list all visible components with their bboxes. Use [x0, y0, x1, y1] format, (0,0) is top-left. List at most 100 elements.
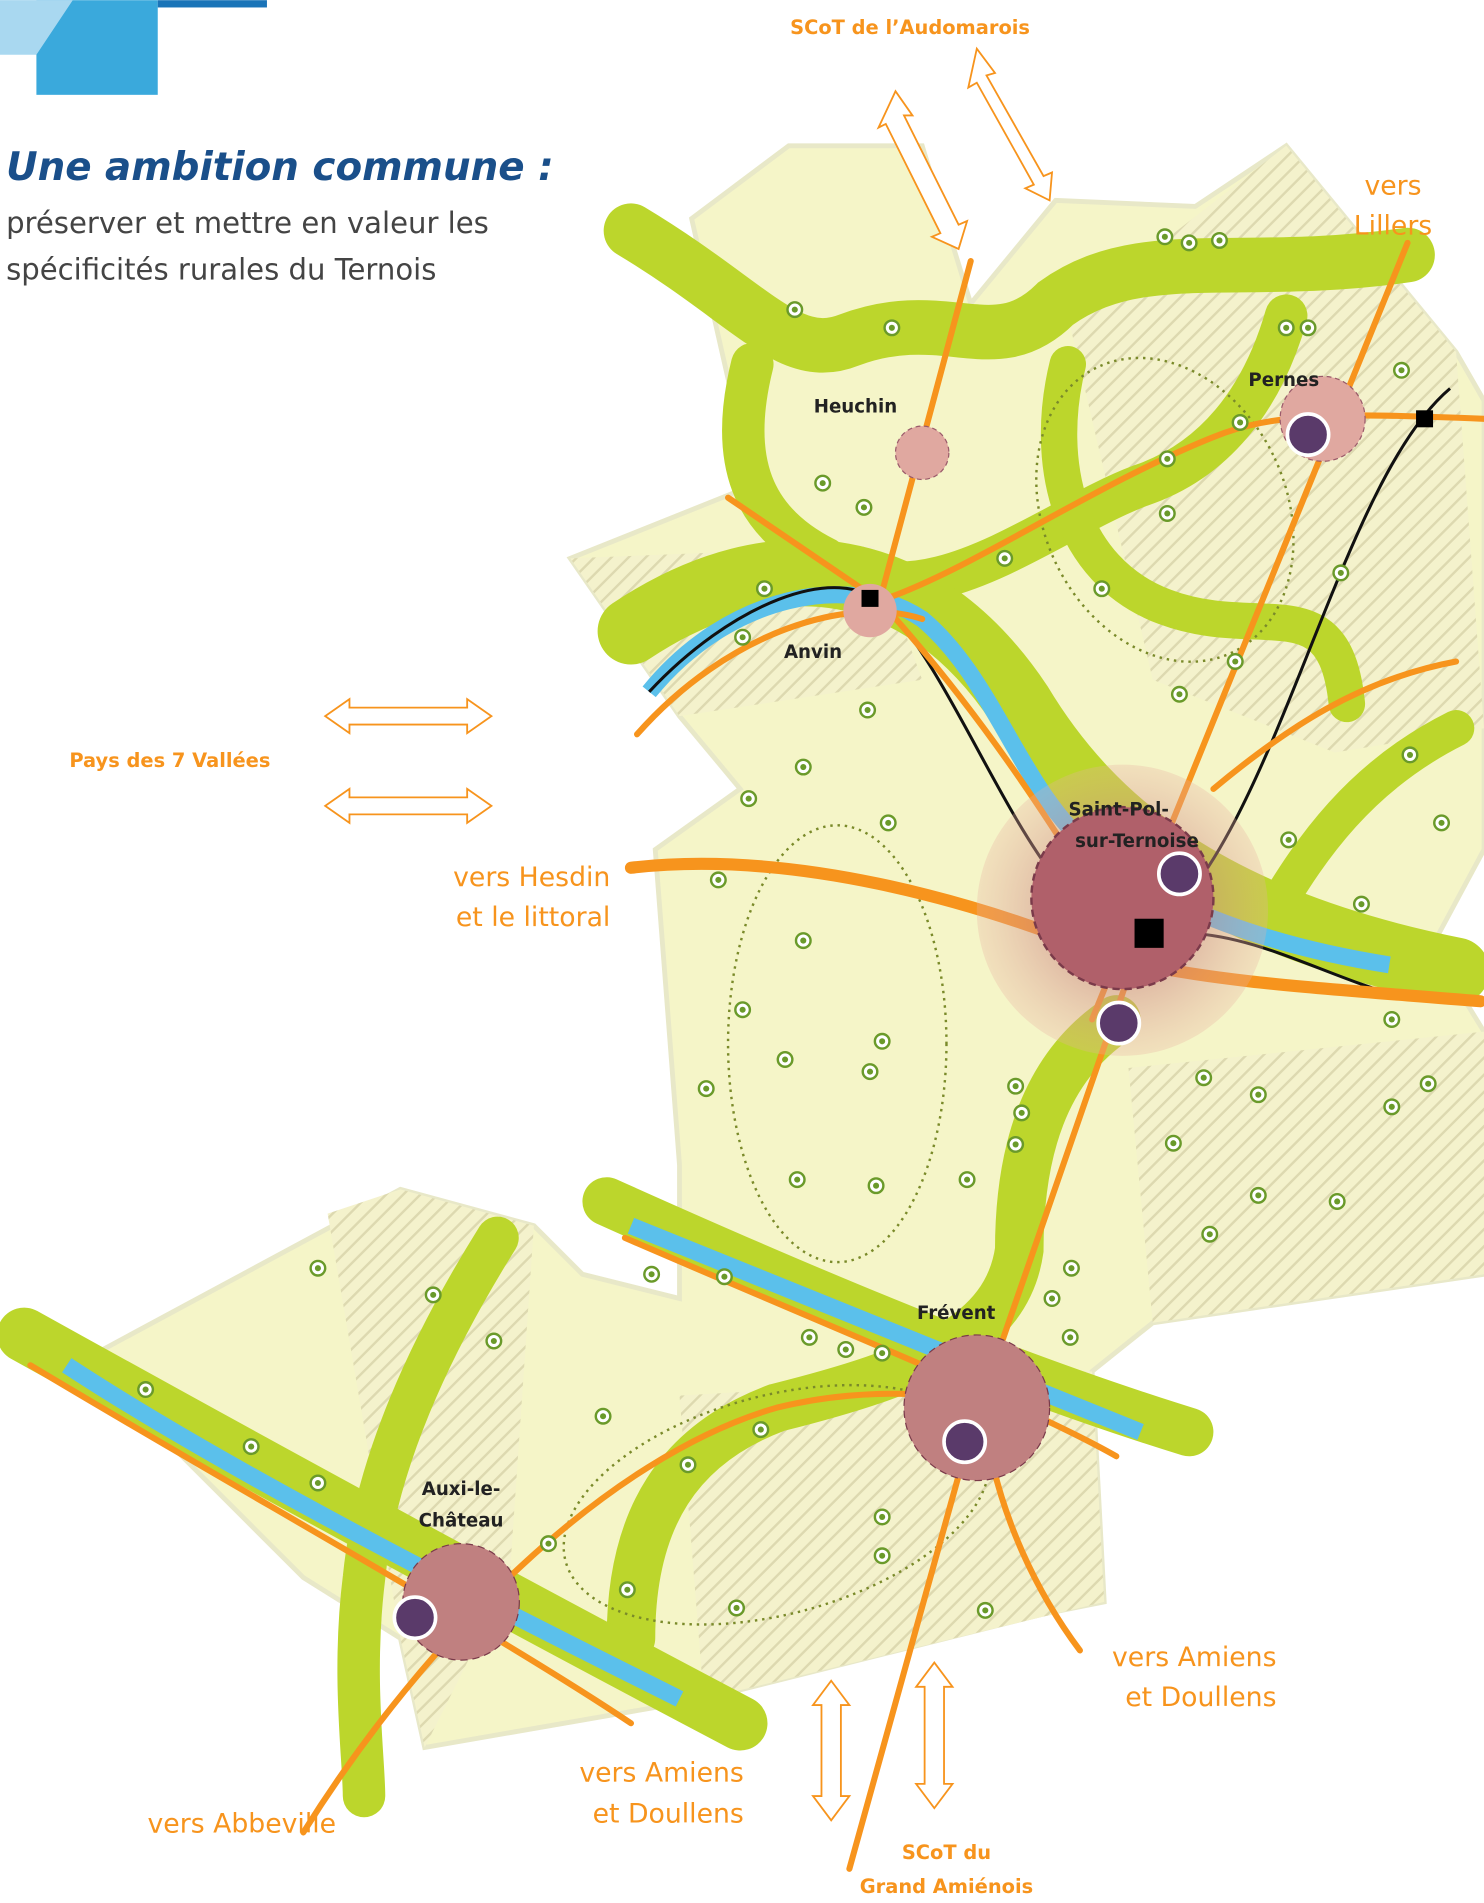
farm-dot-center — [761, 586, 767, 592]
farm-dot-center — [1164, 456, 1170, 462]
map: Une ambition commune : préserver et mett… — [0, 0, 1484, 1903]
direction-label: et Doullens — [593, 1799, 744, 1830]
farm-dot-center — [1334, 1198, 1340, 1204]
direction-label: Lillers — [1354, 210, 1432, 241]
town-label: Saint-Pol- — [1069, 800, 1169, 821]
farm-dot-center — [1186, 240, 1192, 246]
town-label: Auxi-le- — [422, 1479, 501, 1500]
farm-dot-center — [649, 1271, 655, 1277]
direction-label: vers Amiens — [1112, 1642, 1276, 1673]
town-label: Frévent — [917, 1303, 996, 1324]
farm-dot-center — [721, 1274, 727, 1280]
farm-dot-center — [794, 1177, 800, 1183]
farm-dot-center — [1438, 820, 1444, 826]
farm-dot-center — [1407, 752, 1413, 758]
farm-dot-center — [624, 1587, 630, 1593]
town-label: Château — [419, 1511, 504, 1532]
farm-dot-center — [1286, 837, 1292, 843]
farm-dot-center — [1237, 419, 1243, 425]
farm-dot-center — [885, 820, 891, 826]
farm-dot-center — [1164, 510, 1170, 516]
farm-dot-center — [1019, 1110, 1025, 1116]
farm-dot-center — [430, 1292, 436, 1298]
farm-dot-center — [1201, 1075, 1207, 1081]
hatched-area — [1128, 1032, 1484, 1323]
neighbor-label: SCoT du — [902, 1841, 991, 1864]
farm-dot-center — [740, 634, 746, 640]
farm-dot-center — [1207, 1231, 1213, 1237]
farm-dot-center — [879, 1553, 885, 1559]
farm-dot-center — [1358, 901, 1364, 907]
farm-dot-center — [734, 1605, 740, 1611]
subtitle: préserver et mettre en valeur les — [6, 206, 489, 240]
farm-dot-center — [1216, 237, 1222, 243]
farm-dot-center — [1002, 555, 1008, 561]
farm-dot-center — [861, 504, 867, 510]
direction-label: vers Amiens — [579, 1757, 743, 1788]
farm-dot-center — [820, 480, 826, 486]
farm-dot-center — [545, 1541, 551, 1547]
town-label: Anvin — [784, 642, 842, 663]
farm-dot-center — [1398, 367, 1404, 373]
farm-dot-center — [879, 1514, 885, 1520]
farm-dot-center — [740, 1007, 746, 1013]
farm-dot-center — [879, 1038, 885, 1044]
town-label: Pernes — [1248, 370, 1319, 391]
farm-dot-center — [758, 1427, 764, 1433]
farm-dot-center — [1338, 570, 1344, 576]
farm-dot-center — [746, 796, 752, 802]
farm-dot-center — [1068, 1265, 1074, 1271]
farm-dot-center — [1013, 1141, 1019, 1147]
farm-dot-center — [873, 1183, 879, 1189]
farm-dot-center — [782, 1056, 788, 1062]
farm-dot-center — [1255, 1092, 1261, 1098]
farm-dot-center — [248, 1444, 254, 1450]
logo — [0, 0, 267, 95]
farm-dot-center — [1283, 325, 1289, 331]
town-label: Heuchin — [814, 397, 897, 418]
farm-dot-center — [792, 307, 798, 313]
farm-dot-center — [1067, 1334, 1073, 1340]
farm-dot-center — [703, 1086, 709, 1092]
farm-dot-center — [1232, 658, 1238, 664]
farm-dot-center — [865, 707, 871, 713]
title: Une ambition commune : — [6, 145, 554, 190]
direction-label: vers Abbeville — [148, 1808, 337, 1839]
farm-dot-center — [143, 1387, 149, 1393]
town-label: sur-Ternoise — [1075, 831, 1199, 852]
farm-dot-center — [1049, 1296, 1055, 1302]
farm-dot-center — [491, 1338, 497, 1344]
direction-label: vers — [1364, 170, 1421, 201]
farm-dot-center — [1389, 1104, 1395, 1110]
farm-dot-center — [315, 1480, 321, 1486]
farm-dot-center — [1013, 1083, 1019, 1089]
direction-label: vers Hesdin — [453, 862, 610, 893]
farm-dot-center — [1176, 691, 1182, 697]
farm-dot-center — [1170, 1140, 1176, 1146]
farm-dot-center — [1425, 1081, 1431, 1087]
farm-dot-center — [964, 1177, 970, 1183]
farm-dot-center — [600, 1413, 606, 1419]
direction-label: et Doullens — [1125, 1682, 1276, 1713]
farm-dot-center — [1162, 234, 1168, 240]
page: {"header":{"title":"Une ambition commune… — [0, 0, 1484, 1903]
farm-dot-center — [800, 938, 806, 944]
farm-dot-center — [315, 1265, 321, 1271]
neighbor-label: Pays des 7 Vallées — [69, 749, 270, 772]
farm-dot-center — [1389, 1016, 1395, 1022]
farm-dot-center — [685, 1462, 691, 1468]
farm-dot-center — [867, 1069, 873, 1075]
farm-dot-center — [1305, 325, 1311, 331]
farm-dot-center — [879, 1350, 885, 1356]
farm-dot-center — [715, 877, 721, 883]
farm-dot-center — [1099, 586, 1105, 592]
neighbor-label: SCoT de l’Audomarois — [790, 16, 1030, 39]
farm-dot-center — [1255, 1192, 1261, 1198]
subtitle: spécificités rurales du Ternois — [6, 252, 436, 286]
farm-dot-center — [982, 1607, 988, 1613]
farm-dot-center — [806, 1334, 812, 1340]
farm-dot-center — [800, 764, 806, 770]
direction-label: et le littoral — [456, 902, 611, 933]
neighbor-label: Grand Amiénois — [860, 1875, 1033, 1898]
farm-dot-center — [843, 1346, 849, 1352]
